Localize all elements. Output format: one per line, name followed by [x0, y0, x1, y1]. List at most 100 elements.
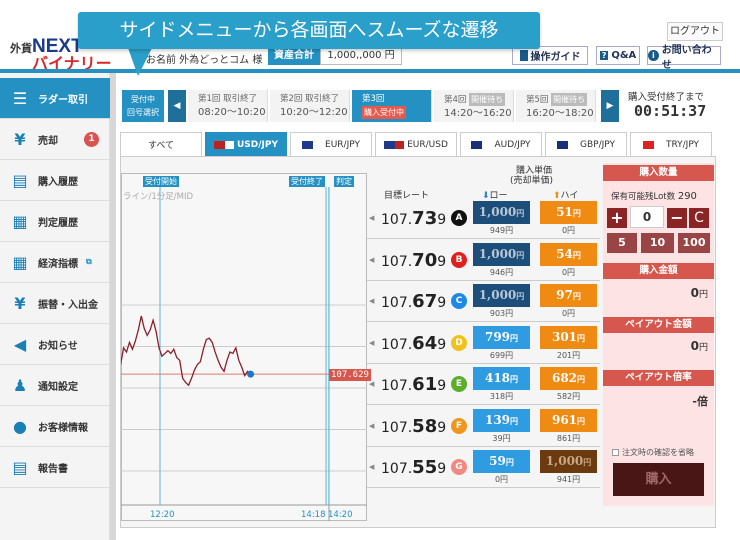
contact-button[interactable]: i お問い合わせ — [647, 45, 721, 71]
buy-button[interactable]: 購入 — [613, 463, 704, 496]
low-label: ロー — [489, 191, 508, 201]
sidebar-item-customer-info[interactable]: ● お客様情報 — [0, 406, 110, 447]
round-selector-line2: 回号選択 — [127, 108, 159, 117]
round-next-button[interactable]: ▶ — [601, 90, 619, 122]
high-buy-button[interactable]: 301円 — [540, 325, 597, 349]
logo-main: NEXT — [32, 36, 83, 57]
lot-value: 290 — [677, 191, 697, 202]
sidebar-splitter[interactable] — [110, 73, 116, 540]
low-price: 1,000 — [478, 246, 517, 261]
high-sell-price: 941円 — [556, 475, 581, 484]
tab-すべて[interactable]: すべて — [120, 132, 202, 156]
sidebar-item-reports[interactable]: ▤ 報告書 — [0, 447, 110, 488]
rate-pointer-icon: ◀ — [369, 463, 375, 471]
sidebar-item-judgment-history[interactable]: ▦ 判定履歴 — [0, 201, 110, 242]
order-panel: 購入数量 保有可能残Lot数 290 + 0 − C 5 10 100 購入金額… — [603, 163, 714, 506]
round-item[interactable]: 第3回 購入受付中 12:20～14:20 — [352, 90, 432, 132]
logout-button[interactable]: ログアウト — [667, 22, 723, 41]
price-line — [121, 315, 252, 387]
logo: 外貨NEXT — [10, 36, 83, 58]
tab-try-jpy[interactable]: TRY/JPY — [630, 132, 712, 156]
sidebar-item-label: 判定履歴 — [38, 217, 78, 229]
high-buy-button[interactable]: 51円 — [540, 201, 597, 224]
sidebar-item-purchase-history[interactable]: ▤ 購入履歴 — [0, 160, 110, 201]
qa-button[interactable]: ? Q&A — [596, 46, 640, 65]
round-selector-line1: 受付中 — [131, 95, 155, 104]
preset-10-button[interactable]: 10 — [641, 233, 674, 253]
yen-unit: 円 — [516, 249, 525, 260]
rate-prefix: 107. — [381, 378, 413, 394]
judgment-tag: 判定 — [334, 176, 354, 187]
high-price: 54 — [556, 246, 573, 261]
guide-button[interactable]: 操作ガイド — [512, 46, 588, 65]
round-prev-button[interactable]: ◀ — [168, 90, 186, 122]
clear-button[interactable]: C — [689, 208, 709, 228]
chart-type-label: ライン/1分足/MID — [123, 192, 194, 202]
rate-big-digits: 64 — [412, 332, 438, 354]
x-tick-label: 14:18 — [301, 510, 326, 520]
tab-gbp-jpy[interactable]: GBP/JPY — [545, 132, 627, 156]
round-item[interactable]: 第4回 開催待ち 14:20～16:20 — [434, 90, 514, 122]
increase-button[interactable]: + — [607, 208, 627, 228]
skip-confirm-option[interactable]: 注文時の確認を省略 — [612, 447, 694, 458]
preset-5-button[interactable]: 5 — [607, 233, 637, 253]
high-buy-button[interactable]: 97円 — [540, 284, 597, 307]
yen-unit: 円 — [510, 332, 519, 343]
tab-eur-usd[interactable]: EUR/USD — [375, 132, 457, 156]
low-buy-button[interactable]: 59円 — [473, 450, 530, 473]
round-item[interactable]: 第5回 開催待ち 16:20～18:20 — [516, 90, 596, 122]
yen-unit: 円 — [583, 457, 592, 467]
info-icon: i — [648, 50, 659, 61]
low-buy-button[interactable]: 1,000円 — [473, 284, 530, 307]
low-buy-button[interactable]: 1,000円 — [473, 201, 530, 224]
report-icon: ▤ — [12, 457, 28, 477]
yen-unit: 円 — [577, 374, 586, 384]
round-name: 第4回 — [444, 95, 467, 105]
round-item[interactable]: 第1回 取引終了 08:20～10:20 — [188, 90, 268, 122]
low-header: ⬇ロー — [482, 188, 508, 201]
rate-letter-badge: F — [451, 417, 467, 434]
high-price: 961 — [551, 412, 578, 427]
sidebar-item-ladder[interactable]: ☰ ラダー取引 — [0, 78, 110, 119]
low-buy-button[interactable]: 1,000円 — [473, 242, 530, 266]
yen-unit: 円 — [577, 332, 586, 343]
high-buy-button[interactable]: 961円 — [540, 408, 597, 432]
sidebar-item-label: 通知設定 — [38, 381, 78, 393]
preset-100-button[interactable]: 100 — [678, 233, 710, 253]
high-label: ハイ — [560, 191, 579, 201]
skip-confirm-checkbox[interactable] — [612, 449, 619, 456]
round-selector-label: 受付中 回号選択 — [122, 90, 164, 122]
sidebar-item-news[interactable]: ◀ お知らせ — [0, 324, 110, 365]
tab-usd-jpy[interactable]: USD/JPY — [205, 132, 287, 156]
sidebar-item-sell[interactable]: ¥ 売却 1 — [0, 119, 110, 160]
lot-info: 保有可能残Lot数 290 — [611, 190, 697, 202]
low-buy-button[interactable]: 139円 — [473, 408, 530, 432]
ladder-row: ◀ 107.559 G 59円 0円 1,000円 941円 — [367, 447, 600, 488]
external-link-icon: ⧉ — [86, 257, 92, 266]
decrease-button[interactable]: − — [667, 208, 687, 228]
tab-eur-jpy[interactable]: EUR/JPY — [290, 132, 372, 156]
sidebar-item-transfer[interactable]: ¥ 振替・入出金 — [0, 283, 110, 324]
target-rate-header: 目標レート — [384, 191, 430, 201]
target-rate: 107.589 — [381, 416, 446, 437]
high-buy-button[interactable]: 1,000円 — [540, 450, 597, 473]
amount-number: 0 — [690, 286, 699, 300]
quantity-input[interactable]: 0 — [630, 206, 664, 228]
round-item[interactable]: 第2回 取引終了 10:20～12:20 — [270, 90, 350, 122]
low-buy-button[interactable]: 799円 — [473, 325, 530, 349]
target-rate: 107.559 — [381, 457, 446, 478]
high-buy-button[interactable]: 682円 — [540, 367, 597, 390]
tab-aud-jpy[interactable]: AUD/JPY — [460, 132, 542, 156]
current-rate-tag: 107.629 — [329, 369, 371, 381]
yen-unit: 円 — [572, 208, 581, 218]
high-sell-price: 0円 — [561, 226, 576, 235]
round-time: 14:20～16:20 — [444, 108, 512, 119]
rate-suffix: 9 — [437, 253, 447, 270]
sidebar-item-notification-settings[interactable]: ♟ 通知設定 — [0, 365, 110, 406]
low-buy-button[interactable]: 418円 — [473, 367, 530, 390]
sidebar-item-indicators[interactable]: ▦ 経済指標 ⧉ — [0, 242, 110, 283]
low-price: 1,000 — [478, 205, 517, 219]
round-name: 第5回 — [526, 95, 549, 105]
sidebar-item-label: お知らせ — [38, 340, 78, 352]
high-buy-button[interactable]: 54円 — [540, 242, 597, 266]
